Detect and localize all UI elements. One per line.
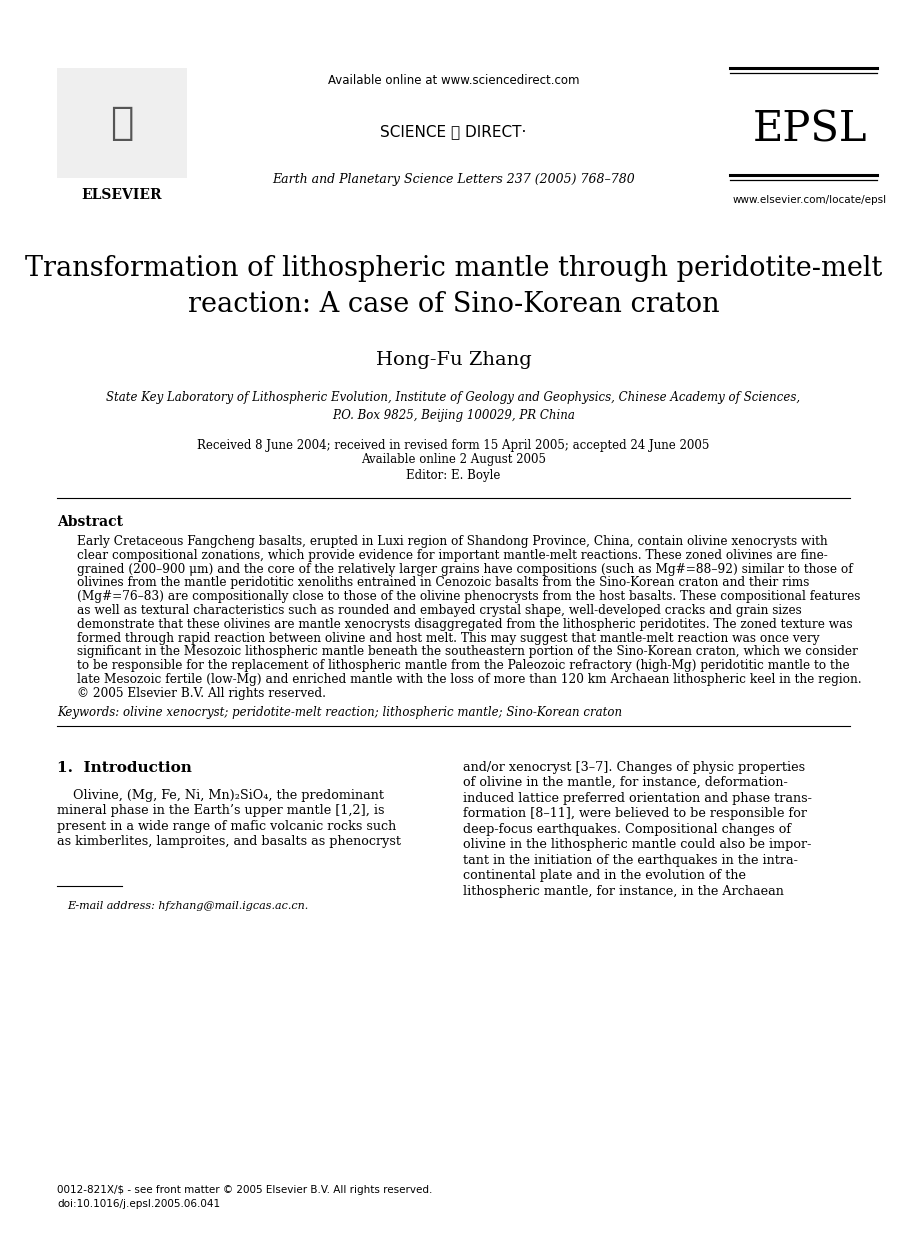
Text: ELSEVIER: ELSEVIER bbox=[82, 188, 162, 202]
Text: State Key Laboratory of Lithospheric Evolution, Institute of Geology and Geophys: State Key Laboratory of Lithospheric Evo… bbox=[106, 391, 801, 405]
Text: EPSL: EPSL bbox=[753, 109, 867, 151]
Text: 1.  Introduction: 1. Introduction bbox=[57, 760, 192, 775]
Text: continental plate and in the evolution of the: continental plate and in the evolution o… bbox=[463, 869, 746, 883]
Text: 0012-821X/$ - see front matter © 2005 Elsevier B.V. All rights reserved.: 0012-821X/$ - see front matter © 2005 El… bbox=[57, 1185, 433, 1195]
Text: reaction: A case of Sino-Korean craton: reaction: A case of Sino-Korean craton bbox=[188, 291, 719, 318]
Text: E-mail address: hfzhang@mail.igcas.ac.cn.: E-mail address: hfzhang@mail.igcas.ac.cn… bbox=[67, 900, 308, 911]
Text: (Mg#=76–83) are compositionally close to those of the olivine phenocrysts from t: (Mg#=76–83) are compositionally close to… bbox=[77, 591, 861, 603]
Text: Available online at www.sciencedirect.com: Available online at www.sciencedirect.co… bbox=[327, 73, 580, 87]
Text: lithospheric mantle, for instance, in the Archaean: lithospheric mantle, for instance, in th… bbox=[463, 885, 784, 898]
Text: P.O. Box 9825, Beijing 100029, PR China: P.O. Box 9825, Beijing 100029, PR China bbox=[332, 409, 575, 421]
Text: of olivine in the mantle, for instance, deformation-: of olivine in the mantle, for instance, … bbox=[463, 776, 788, 789]
Text: Early Cretaceous Fangcheng basalts, erupted in Luxi region of Shandong Province,: Early Cretaceous Fangcheng basalts, erup… bbox=[77, 535, 827, 548]
Text: Olivine, (Mg, Fe, Ni, Mn)₂SiO₄, the predominant: Olivine, (Mg, Fe, Ni, Mn)₂SiO₄, the pred… bbox=[57, 789, 384, 801]
Text: 🌳: 🌳 bbox=[111, 104, 133, 142]
Text: mineral phase in the Earth’s upper mantle [1,2], is: mineral phase in the Earth’s upper mantl… bbox=[57, 805, 385, 817]
Text: Earth and Planetary Science Letters 237 (2005) 768–780: Earth and Planetary Science Letters 237 … bbox=[272, 173, 635, 187]
Text: olivines from the mantle peridotitic xenoliths entrained in Cenozoic basalts fro: olivines from the mantle peridotitic xen… bbox=[77, 577, 809, 589]
Text: induced lattice preferred orientation and phase trans-: induced lattice preferred orientation an… bbox=[463, 791, 812, 805]
Text: as well as textural characteristics such as rounded and embayed crystal shape, w: as well as textural characteristics such… bbox=[77, 604, 802, 617]
Text: formed through rapid reaction between olivine and host melt. This may suggest th: formed through rapid reaction between ol… bbox=[77, 631, 820, 645]
Text: olivine in the lithospheric mantle could also be impor-: olivine in the lithospheric mantle could… bbox=[463, 838, 812, 851]
Text: late Mesozoic fertile (low-Mg) and enriched mantle with the loss of more than 12: late Mesozoic fertile (low-Mg) and enric… bbox=[77, 673, 862, 686]
Text: grained (200–900 μm) and the core of the relatively larger grains have compositi: grained (200–900 μm) and the core of the… bbox=[77, 562, 853, 576]
Text: to be responsible for the replacement of lithospheric mantle from the Paleozoic : to be responsible for the replacement of… bbox=[77, 659, 850, 672]
Text: Editor: E. Boyle: Editor: E. Boyle bbox=[406, 468, 501, 482]
Text: deep-focus earthquakes. Compositional changes of: deep-focus earthquakes. Compositional ch… bbox=[463, 822, 791, 836]
Text: significant in the Mesozoic lithospheric mantle beneath the southeastern portion: significant in the Mesozoic lithospheric… bbox=[77, 645, 858, 659]
Text: clear compositional zonations, which provide evidence for important mantle-melt : clear compositional zonations, which pro… bbox=[77, 548, 828, 562]
Text: demonstrate that these olivines are mantle xenocrysts disaggregated from the lit: demonstrate that these olivines are mant… bbox=[77, 618, 853, 631]
Text: Keywords: olivine xenocryst; peridotite-melt reaction; lithospheric mantle; Sino: Keywords: olivine xenocryst; peridotite-… bbox=[57, 706, 622, 718]
Text: SCIENCE ⓐ DIRECT·: SCIENCE ⓐ DIRECT· bbox=[380, 125, 527, 140]
Text: www.elsevier.com/locate/epsl: www.elsevier.com/locate/epsl bbox=[733, 196, 887, 206]
Text: present in a wide range of mafic volcanic rocks such: present in a wide range of mafic volcani… bbox=[57, 820, 396, 833]
Text: Transformation of lithospheric mantle through peridotite-melt: Transformation of lithospheric mantle th… bbox=[24, 255, 883, 281]
Text: Abstract: Abstract bbox=[57, 515, 123, 529]
Bar bbox=[57, 68, 187, 178]
Text: as kimberlites, lamproites, and basalts as phenocryst: as kimberlites, lamproites, and basalts … bbox=[57, 836, 401, 848]
Text: and/or xenocryst [3–7]. Changes of physic properties: and/or xenocryst [3–7]. Changes of physi… bbox=[463, 760, 805, 774]
Text: © 2005 Elsevier B.V. All rights reserved.: © 2005 Elsevier B.V. All rights reserved… bbox=[77, 687, 326, 699]
Text: tant in the initiation of the earthquakes in the intra-: tant in the initiation of the earthquake… bbox=[463, 853, 798, 867]
Text: doi:10.1016/j.epsl.2005.06.041: doi:10.1016/j.epsl.2005.06.041 bbox=[57, 1198, 220, 1210]
Text: Available online 2 August 2005: Available online 2 August 2005 bbox=[361, 453, 546, 467]
Text: formation [8–11], were believed to be responsible for: formation [8–11], were believed to be re… bbox=[463, 807, 807, 820]
Text: Received 8 June 2004; received in revised form 15 April 2005; accepted 24 June 2: Received 8 June 2004; received in revise… bbox=[198, 438, 709, 452]
Text: Hong-Fu Zhang: Hong-Fu Zhang bbox=[375, 352, 532, 369]
